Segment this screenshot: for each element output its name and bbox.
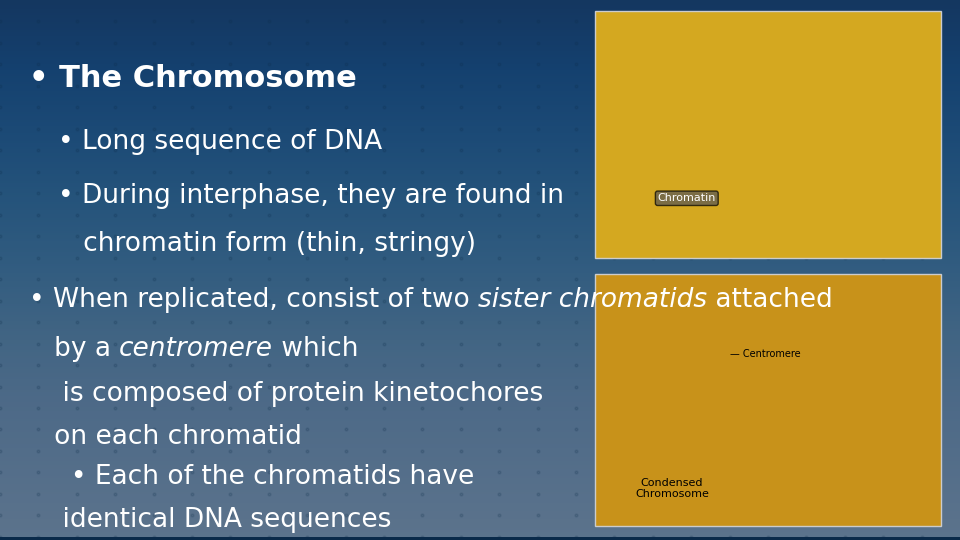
FancyBboxPatch shape: [595, 11, 941, 258]
Text: sister chromatids: sister chromatids: [478, 287, 708, 313]
Text: by a: by a: [29, 335, 119, 362]
Text: • During interphase, they are found in: • During interphase, they are found in: [58, 183, 564, 208]
Text: chromatin form (thin, stringy): chromatin form (thin, stringy): [58, 231, 475, 257]
Text: is composed of protein kinetochores: is composed of protein kinetochores: [29, 381, 543, 407]
Text: • Long sequence of DNA: • Long sequence of DNA: [58, 129, 382, 155]
FancyBboxPatch shape: [595, 274, 941, 526]
Text: • When replicated, consist of two: • When replicated, consist of two: [29, 287, 478, 313]
Text: • Each of the chromatids have: • Each of the chromatids have: [29, 464, 474, 490]
Text: • The Chromosome: • The Chromosome: [29, 64, 356, 93]
Text: Chromatin: Chromatin: [658, 193, 716, 203]
Text: Condensed
Chromosome: Condensed Chromosome: [636, 478, 708, 500]
Text: attached: attached: [708, 287, 833, 313]
Text: — Centromere: — Centromere: [730, 349, 801, 359]
Text: identical DNA sequences: identical DNA sequences: [29, 508, 391, 534]
Text: on each chromatid: on each chromatid: [29, 424, 301, 450]
Text: centromere: centromere: [119, 335, 274, 362]
Text: which: which: [274, 335, 359, 362]
